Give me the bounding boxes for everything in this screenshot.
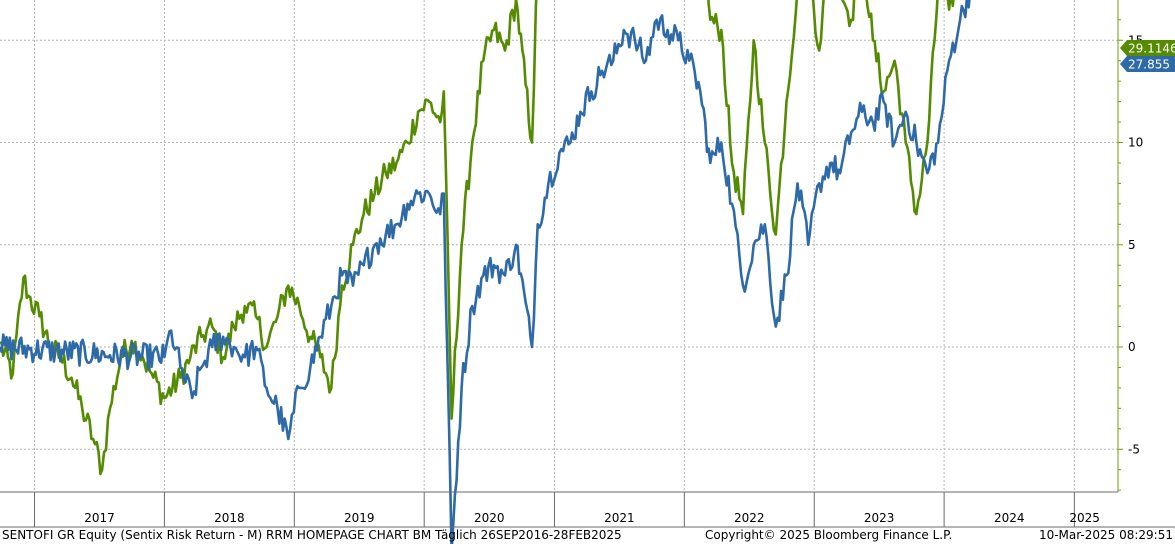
series-line-blue	[0, 0, 971, 544]
x-tick-label: 2017	[84, 511, 115, 525]
x-tick-label: 2018	[214, 511, 245, 525]
last-value-label-green: 29.1146	[1128, 42, 1175, 56]
y-tick-label: 5	[1128, 238, 1136, 252]
x-axis: 2017 2018 2019 2020 2021 2022 2023 2024 2025	[0, 491, 1175, 528]
series-lines	[0, 0, 971, 544]
x-tick-label: 2023	[864, 511, 895, 525]
last-value-box-green	[1120, 40, 1175, 56]
y-tick-label: 0	[1128, 340, 1136, 354]
footer-bar: SENTOFI GR Equity (Sentix Risk Return - …	[0, 527, 1175, 544]
x-tick-label: 2019	[344, 511, 375, 525]
footer-source-text: SENTOFI GR Equity (Sentix Risk Return - …	[2, 528, 622, 542]
y-axis: -10-5051015202530	[1117, 0, 1143, 492]
x-tick-label: 2021	[604, 511, 635, 525]
footer-timestamp: 10-Mar-2025 08:29:51	[1038, 528, 1173, 542]
grid-lines	[0, 0, 1118, 492]
x-tick-label: 2025	[1069, 511, 1100, 525]
x-tick-label: 2024	[994, 511, 1025, 525]
last-value-box-blue	[1120, 56, 1175, 72]
last-value-label-blue: 27.855	[1128, 58, 1170, 72]
y-tick-label: 10	[1128, 136, 1143, 150]
series-line-green	[0, 0, 955, 476]
x-tick-label: 2022	[734, 511, 765, 525]
last-value-labels: 29.1146 27.855	[1120, 40, 1175, 72]
x-tick-label: 2020	[474, 511, 505, 525]
footer-copyright: Copyright© 2025 Bloomberg Finance L.P.	[705, 528, 953, 542]
y-tick-label: -5	[1128, 442, 1140, 456]
